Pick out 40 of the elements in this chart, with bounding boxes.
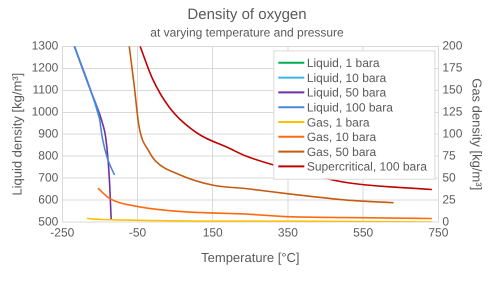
- y-tick-label: 500: [38, 214, 59, 228]
- legend-label: Liquid, 100 bara: [306, 100, 394, 115]
- chart-title: Density of oxygen: [187, 6, 307, 24]
- y2-tick-label: 75: [442, 148, 456, 162]
- legend-label: Gas, 1 bara: [306, 115, 370, 130]
- x-tick-label: 150: [202, 226, 224, 240]
- legend-label: Gas, 50 bara: [306, 144, 377, 159]
- legend-label: Supercritical, 100 bara: [306, 160, 428, 174]
- line-series: [98, 188, 432, 220]
- y-tick-label: 800: [38, 148, 59, 162]
- x-axis-title: Temperature [°C]: [201, 250, 300, 265]
- y2-axis-title: Gas density [kg/m³]: [470, 78, 485, 190]
- x-tick-label: 350: [278, 226, 298, 240]
- y-tick-label: 700: [38, 170, 59, 184]
- legend-label: Liquid, 50 bara: [306, 86, 387, 100]
- x-tick-label: 750: [428, 226, 449, 240]
- y-tick-label: 600: [38, 192, 59, 206]
- y-tick-label: 1300: [32, 38, 59, 53]
- line-series: [74, 46, 100, 119]
- y2-tick-label: 25: [442, 192, 456, 206]
- y-tick-label: 900: [38, 126, 59, 141]
- y-tick-label: 1000: [32, 104, 59, 119]
- chart-subtitle: at varying temperature and pressure: [150, 26, 344, 40]
- y2-tick-label: 150: [442, 82, 463, 97]
- y2-tick-label: 200: [442, 38, 463, 53]
- y-tick-label: 1100: [32, 82, 59, 97]
- legend-label: Liquid, 1 bara: [306, 56, 380, 70]
- y2-tick-label: 0: [442, 214, 450, 228]
- y2-tick-label: 100: [442, 126, 463, 141]
- legend-label: Gas, 10 bara: [306, 130, 377, 144]
- x-tick-label: -250: [50, 226, 75, 240]
- y2-tick-label: 175: [442, 60, 463, 75]
- y2-tick-label: 50: [442, 170, 456, 184]
- y2-tick-label: 125: [442, 104, 463, 119]
- y-axis-title: Liquid density [kg/m³]: [9, 72, 24, 196]
- x-tick-label: -50: [128, 226, 147, 240]
- y-tick-label: 1200: [32, 60, 59, 75]
- x-tick-label: 550: [353, 226, 374, 240]
- legend-label: Liquid, 10 bara: [306, 70, 387, 85]
- line-series: [74, 46, 115, 176]
